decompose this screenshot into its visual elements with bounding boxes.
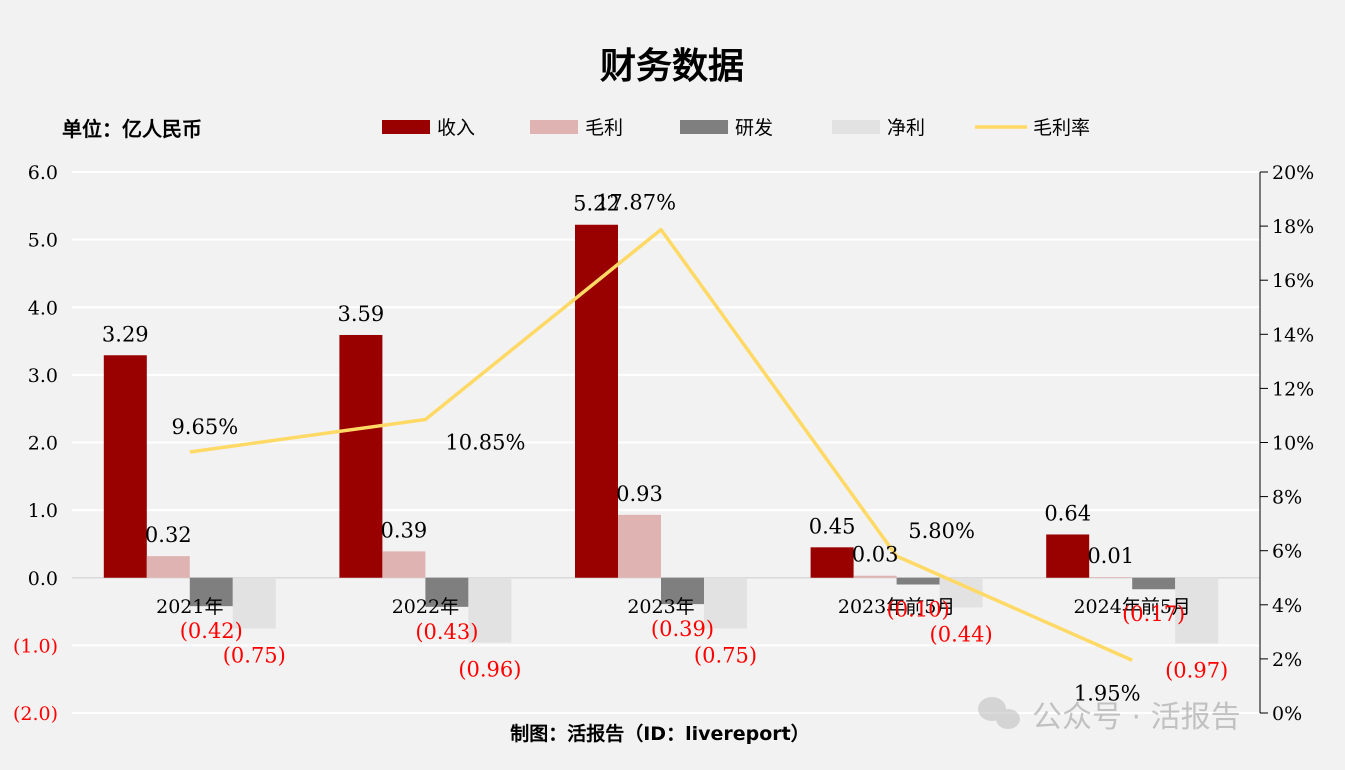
bar-净利 [1175, 577, 1219, 644]
category-label: 2023年 [627, 596, 694, 618]
legend-label-净利: 净利 [887, 117, 925, 139]
wechat-icon [978, 697, 1020, 729]
left-axis: 6.0 5.0 4.0 3.0 2.0 1.0 0.0 (1.0) (2.0) [13, 162, 58, 725]
bars [103, 224, 1219, 644]
bar-label-毛利: 0.93 [616, 482, 663, 506]
bar-label-研发: (0.10) [887, 598, 950, 622]
bar-label-净利: (0.44) [930, 623, 993, 647]
bar-label-收入: 0.45 [809, 514, 856, 538]
left-tick-label: 0.0 [28, 568, 58, 590]
right-tick-label: 0% [1272, 703, 1302, 725]
legend-label-收入: 收入 [437, 117, 475, 139]
category-label: 2023年前5月 [838, 596, 955, 618]
watermark: 公众号 · 活报告 [978, 697, 1241, 735]
bar-label-收入: 0.64 [1044, 501, 1091, 525]
bar-研发 [189, 577, 233, 607]
line-label-毛利率: 17.87% [596, 191, 676, 215]
bar-毛利 [146, 556, 190, 578]
bar-净利 [468, 577, 512, 643]
bar-收入 [575, 224, 618, 578]
bar-label-毛利: 0.39 [381, 518, 428, 542]
legend-label-研发: 研发 [735, 117, 773, 139]
legend-label-毛利率: 毛利率 [1033, 117, 1090, 139]
bar-label-毛利: 0.32 [145, 523, 192, 547]
right-axis: 20% 18% 16% 14% 12% 10% 8% 6% 4% 2% 0% [1259, 162, 1314, 725]
bar-净利 [704, 577, 747, 629]
line-label-毛利率: 10.85% [445, 431, 525, 455]
source-note: 制图：活报告（ID：livereport） [510, 722, 810, 745]
legend-swatch-收入 [382, 120, 430, 134]
right-tick-label: 18% [1272, 216, 1314, 238]
right-tick-label: 16% [1272, 270, 1314, 292]
legend-swatch-研发 [680, 120, 728, 134]
bar-label-净利: (0.97) [1165, 658, 1228, 682]
bar-研发 [896, 577, 940, 585]
bar-毛利 [618, 514, 661, 578]
bar-毛利 [382, 551, 426, 578]
line-label-毛利率: 5.80% [908, 519, 975, 543]
right-tick-label: 12% [1272, 378, 1314, 400]
left-tick-label: 4.0 [28, 297, 58, 319]
right-tick-label: 2% [1272, 649, 1302, 671]
category-label: 2022年 [392, 596, 459, 618]
bar-收入 [810, 547, 854, 578]
right-tick-label: 20% [1272, 162, 1314, 184]
left-tick-label: 6.0 [28, 162, 58, 184]
chart-title: 财务数据 [600, 46, 744, 87]
bar-label-收入: 3.29 [102, 322, 149, 346]
legend: 收入 毛利 研发 净利 毛利率 [382, 117, 1090, 139]
legend-swatch-净利 [832, 120, 880, 134]
bar-label-研发: (0.42) [180, 619, 243, 643]
left-tick-label: (2.0) [13, 703, 58, 725]
bar-label-研发: (0.17) [1122, 602, 1185, 626]
right-tick-label: 8% [1272, 487, 1302, 509]
category-label: 2024年前5月 [1073, 596, 1190, 618]
legend-swatch-毛利 [530, 120, 578, 134]
watermark-text: 公众号 · 活报告 [1032, 700, 1241, 735]
bar-label-净利: (0.75) [694, 643, 757, 667]
line-label-毛利率: 1.95% [1074, 681, 1141, 705]
bar-label-毛利: 0.01 [1087, 544, 1134, 568]
right-tick-label: 6% [1272, 541, 1302, 563]
bar-收入 [1046, 534, 1090, 578]
category-label: 2021年 [156, 596, 223, 618]
bar-毛利 [1089, 577, 1133, 578]
bar-研发 [1132, 577, 1176, 590]
margin-line [189, 227, 1133, 662]
line-毛利率 [189, 227, 1133, 662]
bar-data-labels: 3.29 3.59 5.22 0.45 0.64 0.32 0.39 0.93 0.03 0.01… [102, 191, 1228, 706]
legend-label-毛利: 毛利 [585, 117, 623, 139]
right-tick-label: 10% [1272, 433, 1314, 455]
right-tick-label: 14% [1272, 324, 1314, 346]
bar-label-研发: (0.43) [415, 620, 478, 644]
bar-研发 [661, 577, 704, 605]
bar-label-收入: 3.59 [338, 302, 385, 326]
bar-研发 [425, 577, 469, 607]
unit-label: 单位：亿人民币 [62, 117, 202, 141]
bar-净利 [232, 577, 276, 629]
bar-label-毛利: 0.03 [852, 543, 899, 567]
left-tick-label: 5.0 [28, 230, 58, 252]
left-tick-label: 3.0 [28, 365, 58, 387]
bar-label-净利: (0.96) [458, 658, 521, 682]
bar-收入 [103, 355, 147, 578]
bar-毛利 [853, 575, 897, 578]
left-tick-label: 2.0 [28, 433, 58, 455]
bar-label-净利: (0.75) [223, 643, 286, 667]
bar-收入 [339, 334, 383, 578]
bar-label-收入: 5.22 [573, 192, 620, 216]
right-tick-label: 4% [1272, 595, 1302, 617]
line-label-毛利率: 9.65% [171, 415, 238, 439]
category-labels: 2021年 2022年 2023年 2023年前5月 2024年前5月 [156, 596, 1191, 618]
bar-label-研发: (0.39) [651, 617, 714, 641]
left-tick-label: 1.0 [28, 500, 58, 522]
left-tick-label: (1.0) [13, 635, 58, 657]
